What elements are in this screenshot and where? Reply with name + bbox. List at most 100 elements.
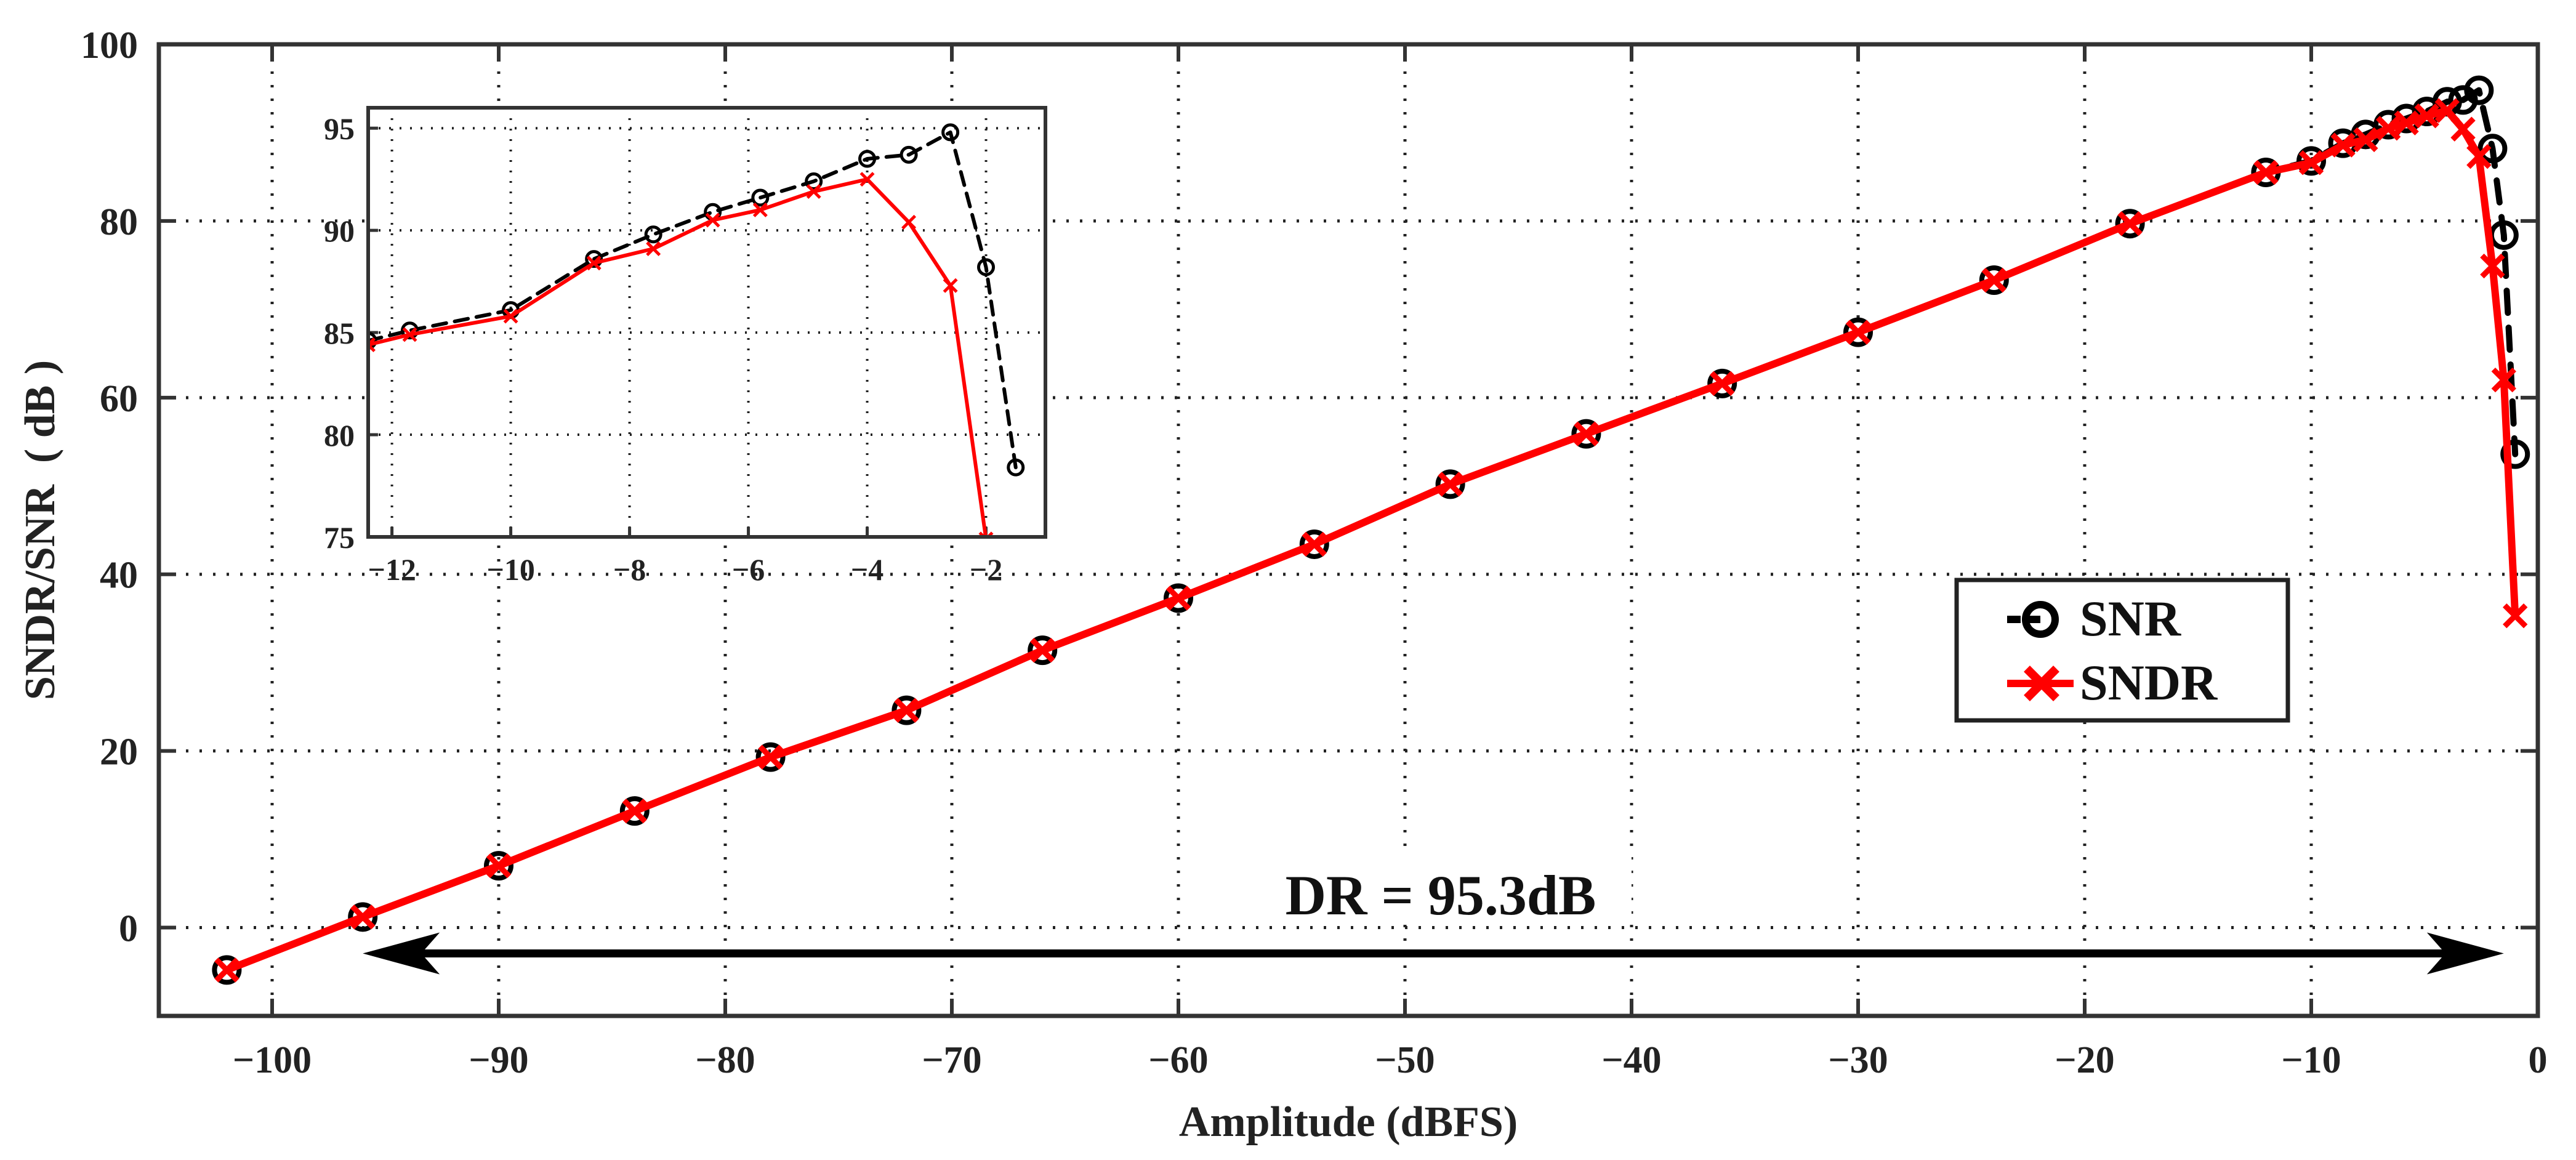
x-tick-label: −50 bbox=[1375, 1039, 1435, 1081]
sndr-point bbox=[1574, 421, 1599, 446]
inset-x-tick-label: −2 bbox=[970, 552, 1003, 587]
main-axes: −100 −90 −80 −70 −60 −50 −40 −30 −20 −10 002040608… bbox=[17, 25, 2548, 1146]
snr-point bbox=[1707, 368, 1737, 398]
inset-y-tick-label: 80 bbox=[324, 418, 355, 453]
dr-label: DR = 95.3dB bbox=[1286, 864, 1596, 927]
snr-point bbox=[2500, 439, 2530, 469]
inset-x-tick-label: −12 bbox=[368, 552, 416, 587]
sndr-point bbox=[2298, 150, 2324, 175]
snr-point bbox=[858, 150, 877, 168]
snr-point bbox=[1028, 635, 1058, 666]
inset-chart: −12 −10 −8 −6 −4 −2 75 80 85 90 95 bbox=[324, 106, 1047, 587]
legend-entry-snr: SNR bbox=[2007, 590, 2181, 646]
legend: SNR SNDR bbox=[1954, 578, 2290, 723]
inset-x-tick-label: −10 bbox=[486, 552, 535, 587]
snr-point bbox=[751, 188, 770, 207]
legend-box bbox=[1954, 578, 2290, 723]
x-tick-label: −60 bbox=[1148, 1039, 1208, 1081]
sndr-point bbox=[214, 957, 239, 983]
dr-arrow-right-head bbox=[2426, 932, 2504, 975]
y-tick-label: 100 bbox=[81, 25, 138, 66]
snr-point bbox=[1571, 419, 1601, 449]
snr-point bbox=[892, 695, 922, 725]
x-tick-label: −80 bbox=[695, 1039, 755, 1081]
snr-point bbox=[1299, 529, 1329, 559]
snr-point bbox=[2464, 75, 2494, 105]
sndr-point bbox=[646, 241, 661, 256]
y-tick-label: 0 bbox=[119, 908, 138, 950]
inset-x-tick-label: −4 bbox=[851, 552, 884, 587]
legend-label: SNDR bbox=[2080, 655, 2218, 711]
snr-point bbox=[941, 123, 960, 142]
x-tick-label: 0 bbox=[2529, 1039, 2548, 1081]
sndr-point bbox=[622, 799, 647, 824]
sndr-point bbox=[752, 202, 768, 217]
snr-point bbox=[1979, 265, 2009, 296]
y-tick-label: 40 bbox=[100, 555, 138, 597]
snr-point bbox=[619, 796, 650, 826]
sndr-point bbox=[943, 278, 958, 293]
sndr-point bbox=[1981, 267, 2006, 293]
snr-point bbox=[484, 851, 513, 881]
sndr-point bbox=[806, 184, 821, 199]
sndr-line bbox=[368, 177, 988, 537]
sndr-point bbox=[2414, 103, 2439, 129]
x-tick-label: −30 bbox=[1828, 1039, 1888, 1081]
legend-label: SNR bbox=[2080, 590, 2181, 646]
sndr-point bbox=[2503, 603, 2528, 629]
snr-point bbox=[644, 225, 662, 244]
x-tick-label: −40 bbox=[1601, 1039, 1661, 1081]
inset-y-tick-label: 85 bbox=[324, 316, 355, 350]
sndr-point bbox=[1845, 320, 1871, 345]
sndr-point bbox=[586, 256, 602, 271]
sndr-point bbox=[368, 337, 376, 352]
x-tick-label: −20 bbox=[2055, 1039, 2114, 1081]
sndr-point bbox=[705, 212, 720, 228]
x-tick-label: −10 bbox=[2281, 1039, 2341, 1081]
inset-x-tick-label: −6 bbox=[732, 552, 765, 587]
dynamic-range-annotation: DR = 95.3dB bbox=[363, 856, 2504, 975]
snr-point bbox=[2115, 209, 2145, 239]
sndr-point bbox=[1302, 531, 1327, 557]
sndr-point bbox=[486, 853, 512, 879]
inset-y-tick-label: 75 bbox=[324, 520, 355, 555]
inset-series bbox=[368, 123, 1025, 537]
snr-point bbox=[2477, 134, 2508, 164]
inset-frame bbox=[366, 106, 1047, 539]
sndr-point bbox=[1030, 637, 1055, 663]
inset-y-tick-label: 95 bbox=[324, 111, 355, 146]
snr-point bbox=[348, 902, 378, 932]
main-series bbox=[212, 75, 2530, 985]
sndr-point bbox=[758, 744, 783, 770]
dr-label-background bbox=[1250, 856, 1632, 924]
y-tick-label: 60 bbox=[100, 378, 138, 420]
snr-point bbox=[755, 742, 786, 772]
sndr-point bbox=[2480, 253, 2505, 279]
sndr-point bbox=[2253, 159, 2279, 185]
snr-point bbox=[805, 172, 823, 190]
x-axis-title: Amplitude (dBFS) bbox=[1179, 1098, 1518, 1146]
y-tick-label: 20 bbox=[100, 731, 138, 773]
inset-x-tick-label: −8 bbox=[613, 552, 646, 587]
y-tick-label: 80 bbox=[100, 201, 138, 243]
snr-point bbox=[1007, 458, 1025, 477]
snr-point bbox=[585, 250, 603, 268]
snr-point bbox=[900, 145, 918, 164]
snr-point bbox=[212, 955, 242, 985]
snr-point bbox=[2296, 146, 2326, 176]
sndr-point bbox=[1438, 472, 1463, 497]
sndr-point bbox=[2330, 132, 2356, 158]
snr-point bbox=[1843, 317, 1873, 347]
sndr-point bbox=[978, 531, 994, 537]
sndr-point bbox=[2466, 144, 2492, 169]
sndr-point bbox=[2394, 110, 2419, 135]
x-tick-label: −70 bbox=[922, 1039, 981, 1081]
x-tick-label: −90 bbox=[469, 1039, 528, 1081]
snr-line bbox=[368, 130, 1018, 470]
sndr-point bbox=[2491, 367, 2516, 393]
x-tick-label: −100 bbox=[233, 1039, 312, 1081]
sndr-point bbox=[503, 308, 518, 324]
sndr-point bbox=[350, 904, 376, 930]
sndr-point bbox=[859, 172, 875, 187]
